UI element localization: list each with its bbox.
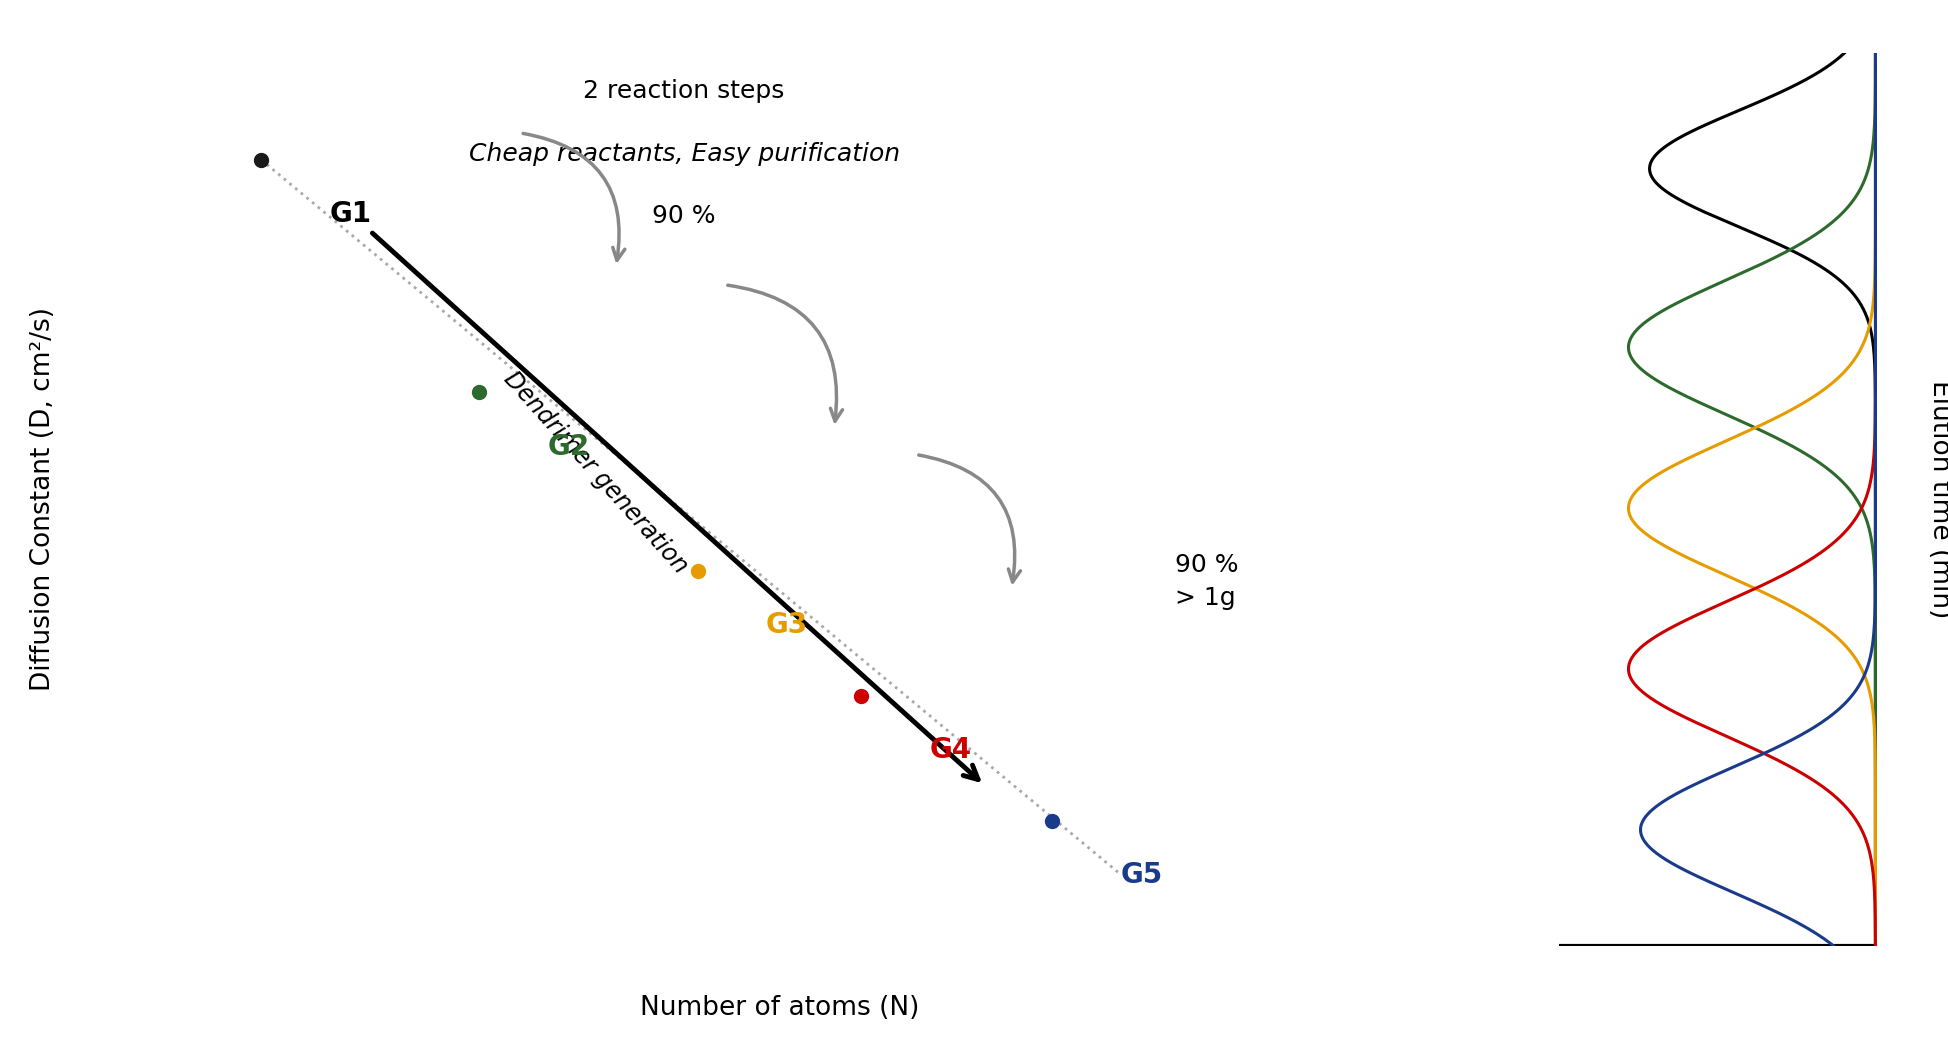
Text: G2: G2 [547,433,590,460]
Text: Number of atoms (N): Number of atoms (N) [639,995,919,1022]
Text: G5: G5 [1120,862,1163,889]
Text: G3: G3 [766,612,808,639]
Point [245,151,277,168]
Point [464,384,495,400]
Text: Cheap reactants, Easy purification: Cheap reactants, Easy purification [468,142,900,166]
Text: G1: G1 [329,201,372,228]
Text: 2 reaction steps: 2 reaction steps [582,80,785,103]
Point [845,687,877,704]
Point [682,562,713,579]
Text: Elution time (min): Elution time (min) [1927,380,1948,618]
Text: Diffusion Constant (D, cm²/s): Diffusion Constant (D, cm²/s) [29,307,56,692]
Text: G4: G4 [929,737,972,764]
Text: 90 %
> 1g: 90 % > 1g [1175,553,1239,611]
Text: Dendrimer generation: Dendrimer generation [499,367,692,578]
Text: 90 %: 90 % [653,204,715,228]
Point [1036,812,1068,829]
